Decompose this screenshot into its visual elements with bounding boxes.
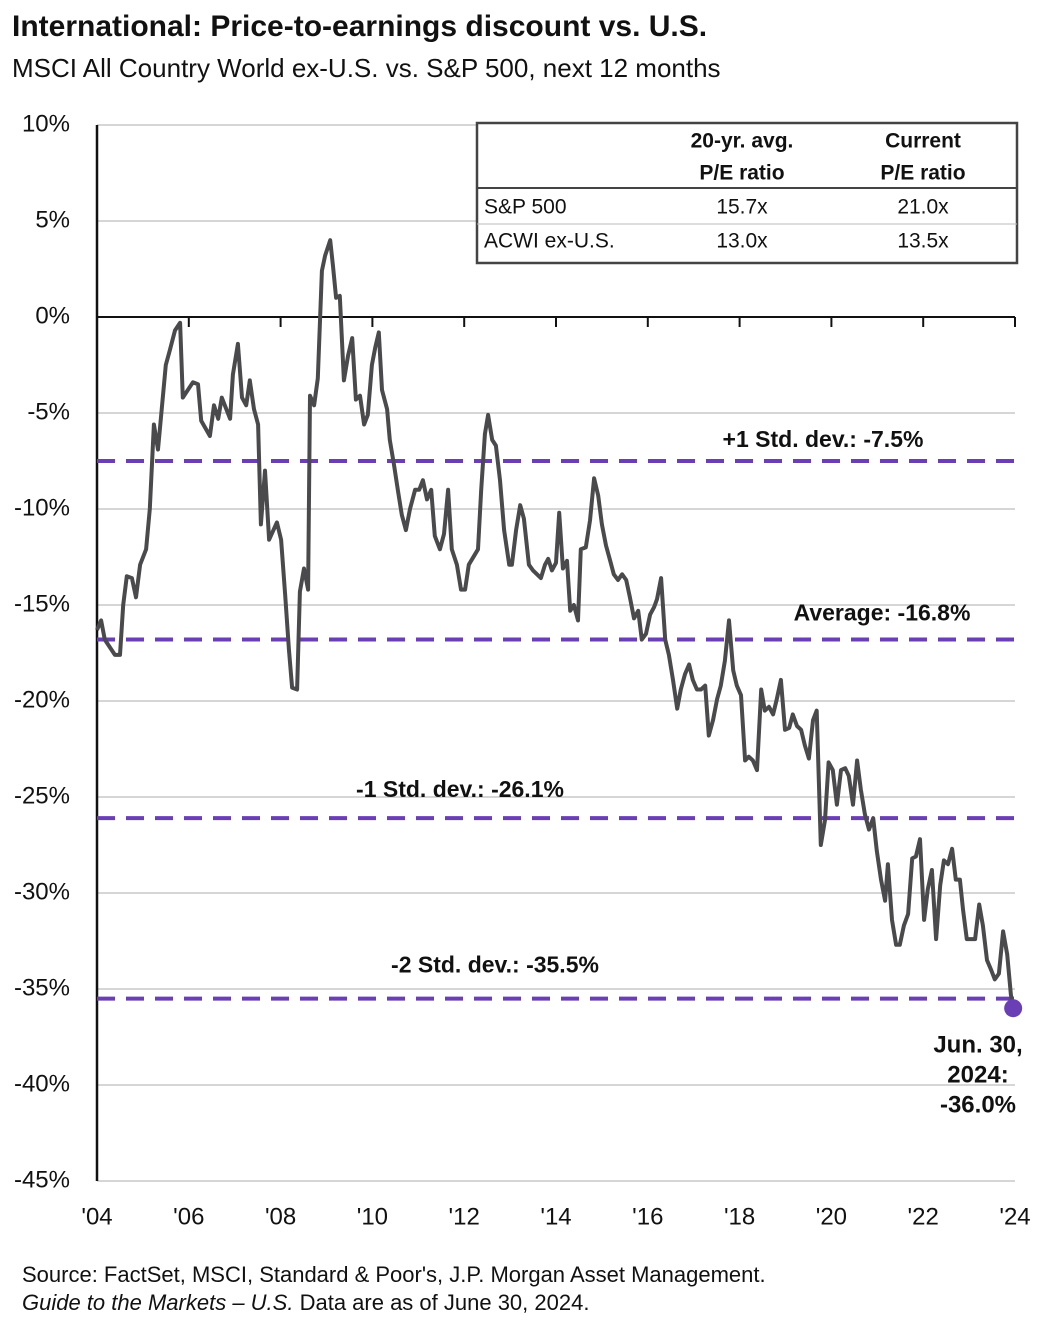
- table-header: P/E ratio: [880, 162, 965, 185]
- x-tick-label: '24: [999, 1203, 1030, 1230]
- annotation: -36.0%: [940, 1091, 1016, 1118]
- table-cell: 13.5x: [897, 230, 949, 253]
- y-tick-label: -30%: [14, 878, 70, 905]
- x-tick-label: '22: [908, 1203, 939, 1230]
- table-cell: 13.0x: [716, 230, 768, 253]
- x-tick-label: '16: [632, 1203, 663, 1230]
- x-tick-label: '10: [357, 1203, 388, 1230]
- reference-label: +1 Std. dev.: -7.5%: [723, 426, 924, 452]
- table-header: Current: [885, 130, 961, 153]
- x-tick-label: '08: [265, 1203, 296, 1230]
- x-tick-label: '20: [816, 1203, 847, 1230]
- note-text: Data are as of June 30, 2024.: [293, 1290, 589, 1315]
- annotation: 2024:: [947, 1061, 1008, 1088]
- x-tick-label: '18: [724, 1203, 755, 1230]
- table-cell: S&P 500: [484, 196, 567, 219]
- x-tick-label: '06: [173, 1203, 204, 1230]
- table-cell: 21.0x: [897, 196, 949, 219]
- x-tick-label: '04: [81, 1203, 112, 1230]
- x-tick-label: '14: [540, 1203, 571, 1230]
- x-tick-label: '12: [449, 1203, 480, 1230]
- series-line: [95, 238, 1016, 1009]
- annotation: Jun. 30,: [933, 1031, 1022, 1058]
- reference-label: -2 Std. dev.: -35.5%: [391, 952, 599, 978]
- note-italic: Guide to the Markets – U.S.: [22, 1290, 293, 1315]
- end-marker: [1004, 999, 1023, 1018]
- y-tick-label: -5%: [27, 398, 70, 425]
- source: Source: FactSet, MSCI, Standard & Poor's…: [22, 1262, 766, 1287]
- reference-label: -1 Std. dev.: -26.1%: [356, 776, 564, 802]
- table-box: [475, 121, 1019, 265]
- chart-title: International: Price-to-earnings discoun…: [12, 10, 707, 43]
- y-tick-label: -10%: [14, 494, 70, 521]
- table-header: 20-yr. avg.: [691, 130, 794, 153]
- y-tick-label: 5%: [35, 206, 70, 233]
- y-tick-label: -40%: [14, 1070, 70, 1097]
- y-tick-label: -45%: [14, 1166, 70, 1193]
- y-tick-label: 0%: [35, 302, 70, 329]
- y-tick-label: -20%: [14, 686, 70, 713]
- y-tick-label: 10%: [22, 110, 70, 137]
- y-tick-label: -25%: [14, 782, 70, 809]
- chart-subtitle: MSCI All Country World ex-U.S. vs. S&P 5…: [12, 53, 721, 83]
- table-cell: 15.7x: [716, 196, 768, 219]
- y-tick-label: -15%: [14, 590, 70, 617]
- table-header: P/E ratio: [699, 162, 784, 185]
- table-cell: ACWI ex-U.S.: [484, 230, 615, 253]
- reference-label: Average: -16.8%: [794, 600, 971, 626]
- y-tick-label: -35%: [14, 974, 70, 1001]
- note: Guide to the Markets – U.S. Data are as …: [22, 1290, 589, 1315]
